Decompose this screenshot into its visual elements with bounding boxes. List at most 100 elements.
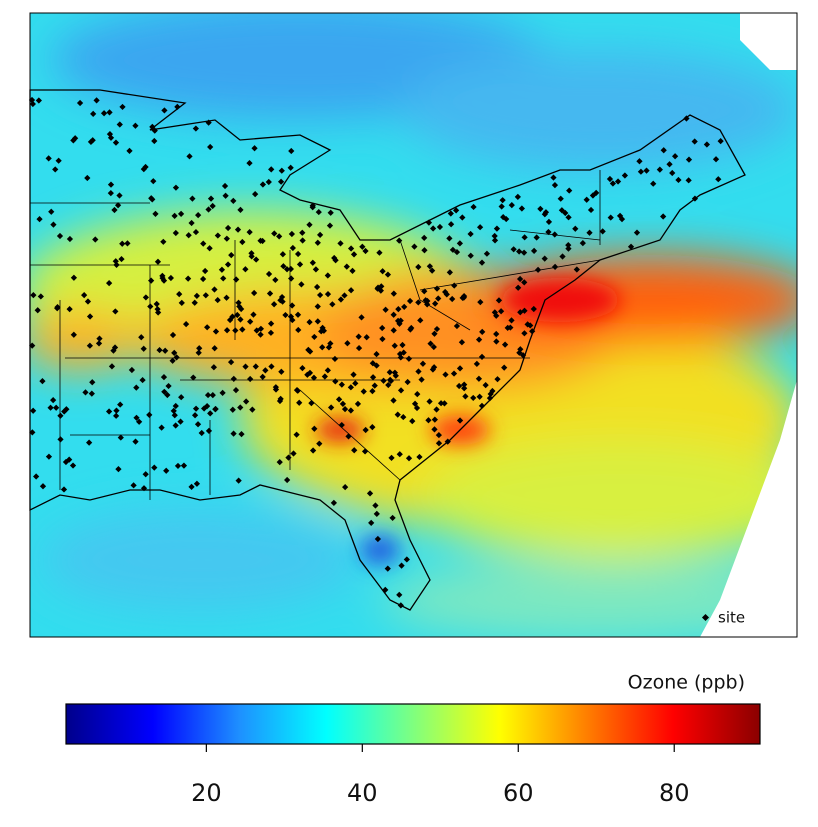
site: [247, 318, 254, 325]
site: [165, 382, 172, 390]
site: [461, 381, 468, 388]
site: [279, 251, 286, 258]
site: [442, 371, 449, 378]
site: [404, 378, 411, 386]
site: [224, 224, 232, 232]
site: [284, 476, 291, 484]
site: [295, 326, 302, 334]
site: [202, 292, 209, 299]
site: [529, 328, 536, 335]
coastline: [29, 89, 746, 611]
site: [362, 426, 369, 434]
site: [257, 331, 264, 338]
site: [354, 400, 362, 407]
site: [379, 268, 386, 275]
site: [318, 328, 325, 335]
site: [288, 275, 295, 282]
site: [188, 219, 195, 227]
site: [253, 327, 260, 334]
site: [501, 364, 508, 371]
site: [324, 291, 332, 298]
site: [119, 240, 126, 247]
site: [253, 256, 260, 263]
site: [259, 373, 266, 380]
site: [426, 263, 433, 270]
site: [243, 398, 250, 405]
site: [396, 451, 403, 458]
site: [515, 284, 522, 291]
site: [293, 431, 300, 438]
site: [177, 210, 185, 217]
site: [341, 292, 348, 299]
site: [262, 367, 269, 374]
site: [396, 591, 403, 598]
site: [205, 119, 212, 126]
site: [426, 398, 433, 405]
colorbar-tick-label: 60: [503, 779, 534, 807]
site: [497, 308, 505, 315]
site: [371, 382, 378, 389]
site: [397, 354, 404, 361]
site: [331, 254, 338, 262]
site: [294, 311, 302, 318]
site: [447, 210, 454, 217]
site: [429, 267, 436, 274]
colorbar-tick-label: 80: [659, 779, 690, 807]
site: [160, 238, 167, 245]
site: [267, 329, 275, 336]
site: [142, 163, 149, 171]
site: [493, 330, 500, 338]
site: [50, 221, 57, 228]
site: [319, 344, 326, 351]
site: [389, 514, 396, 522]
site: [541, 255, 548, 262]
site: [309, 447, 317, 454]
site: [189, 195, 196, 202]
site: [415, 368, 422, 375]
site: [417, 317, 424, 324]
site: [151, 137, 158, 145]
site: [328, 404, 335, 411]
site: [218, 266, 226, 273]
site: [486, 395, 494, 402]
site: [309, 259, 316, 266]
site: [405, 455, 413, 462]
site: [435, 440, 443, 447]
site: [119, 103, 126, 111]
site: [487, 390, 494, 398]
site: [306, 319, 313, 326]
site: [379, 324, 386, 332]
site: [431, 330, 438, 337]
site: [276, 459, 283, 466]
site: [314, 283, 321, 291]
site: [272, 276, 279, 284]
site: [478, 259, 486, 266]
site: [436, 223, 444, 231]
site: [287, 265, 295, 273]
site: [530, 305, 537, 313]
site: [331, 355, 339, 363]
site: [214, 232, 221, 239]
site: [385, 381, 392, 389]
site: [316, 291, 324, 299]
site: [267, 320, 275, 327]
site: [415, 263, 422, 271]
site: [89, 137, 96, 144]
site: [394, 411, 401, 418]
site: [416, 453, 423, 461]
site: [415, 299, 422, 306]
site: [504, 324, 511, 331]
site: [321, 373, 328, 380]
site: [461, 385, 468, 392]
site: [573, 266, 580, 273]
site: [126, 147, 133, 154]
site: [456, 365, 464, 372]
site: [431, 416, 438, 423]
site: [453, 322, 461, 330]
site: [450, 370, 458, 377]
site: [283, 266, 291, 273]
site: [433, 325, 441, 333]
site: [390, 327, 397, 334]
site: [310, 374, 318, 381]
site: [493, 338, 500, 345]
